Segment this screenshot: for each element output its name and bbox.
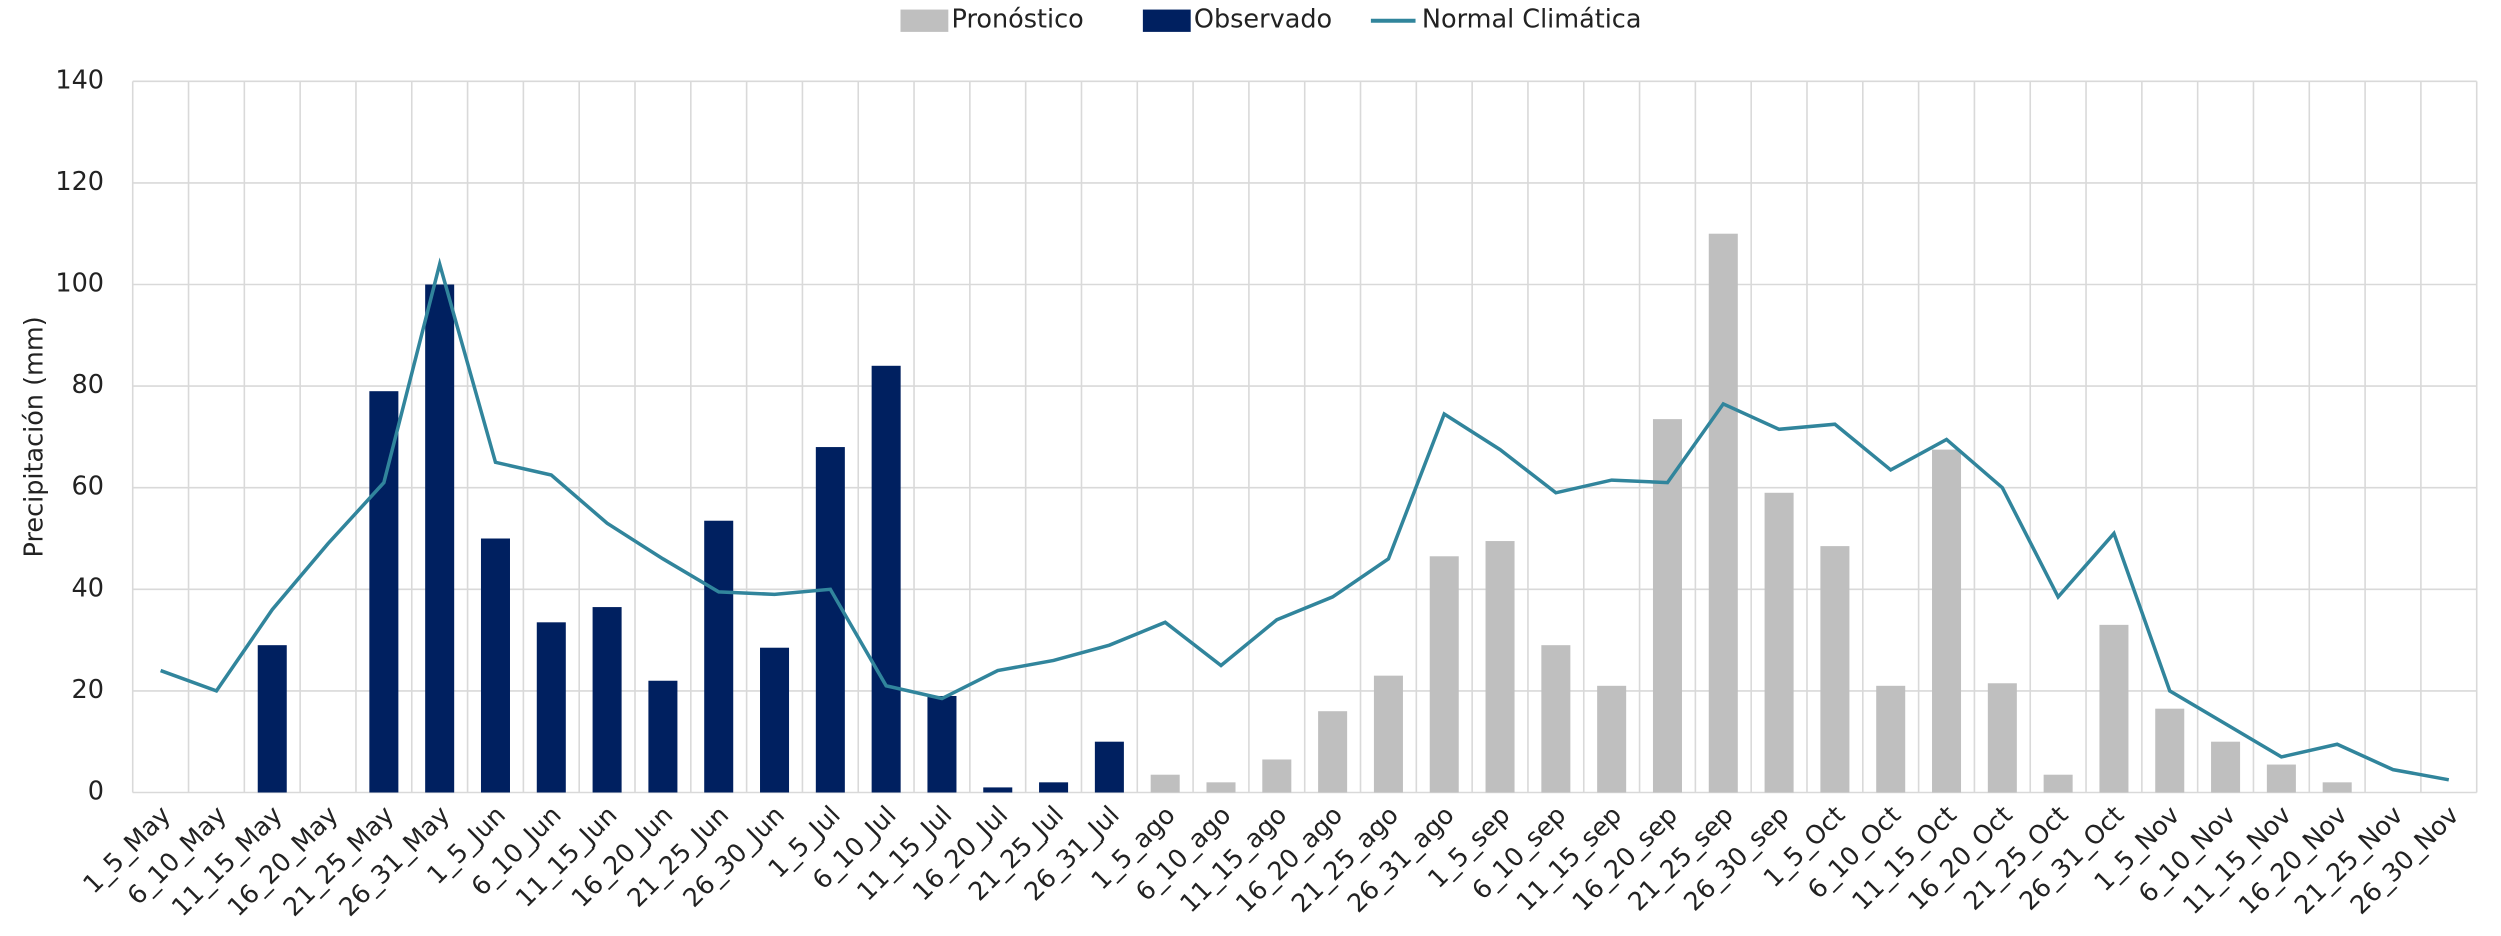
line bbox=[160, 257, 2450, 782]
bar bbox=[2155, 708, 2185, 793]
bar bbox=[1708, 233, 1738, 793]
bar bbox=[1764, 492, 1794, 793]
legend-swatch bbox=[900, 9, 949, 32]
bar bbox=[760, 647, 790, 793]
legend-label: Pronóstico bbox=[952, 5, 1084, 35]
y-tick-label: 0 bbox=[88, 776, 104, 806]
y-tick-label: 40 bbox=[72, 573, 104, 603]
bar bbox=[1094, 741, 1124, 793]
bar bbox=[927, 695, 957, 793]
bar bbox=[2099, 624, 2129, 793]
bar bbox=[2043, 774, 2073, 793]
bar bbox=[871, 365, 901, 793]
bar bbox=[1429, 556, 1459, 793]
bar bbox=[592, 607, 622, 793]
y-tick-label: 60 bbox=[72, 472, 104, 502]
bar bbox=[1541, 645, 1571, 793]
bar bbox=[1318, 711, 1348, 793]
legend-label: Observado bbox=[1194, 5, 1332, 35]
bar bbox=[1932, 449, 1962, 793]
bar bbox=[1039, 782, 1069, 793]
bar bbox=[2266, 764, 2296, 793]
bar bbox=[815, 447, 845, 793]
bar bbox=[1876, 685, 1906, 793]
bar bbox=[704, 520, 734, 793]
bar bbox=[2211, 741, 2241, 793]
legend-label: Normal Climática bbox=[1422, 5, 1642, 35]
y-tick-label: 120 bbox=[55, 167, 104, 197]
bar bbox=[1262, 759, 1292, 793]
bar bbox=[480, 538, 510, 793]
bar bbox=[1652, 419, 1682, 793]
bar bbox=[257, 645, 287, 793]
y-axis-label: Precipitación (mm) bbox=[19, 316, 49, 557]
bar bbox=[983, 787, 1013, 793]
bar bbox=[2322, 782, 2352, 793]
y-tick-label: 80 bbox=[72, 370, 104, 400]
bar bbox=[1150, 774, 1180, 793]
bar bbox=[648, 680, 678, 793]
bar bbox=[1485, 541, 1515, 793]
bar bbox=[425, 284, 455, 793]
legend-swatch bbox=[1142, 9, 1191, 32]
bar bbox=[1373, 675, 1403, 793]
y-tick-label: 20 bbox=[72, 675, 104, 705]
bar bbox=[369, 391, 399, 793]
bar bbox=[536, 622, 566, 793]
bar bbox=[1987, 683, 2017, 793]
bar bbox=[1597, 685, 1627, 793]
y-tick-label: 100 bbox=[55, 269, 104, 299]
bar bbox=[1820, 546, 1850, 793]
bar bbox=[1206, 782, 1236, 793]
y-tick-label: 140 bbox=[55, 65, 104, 95]
